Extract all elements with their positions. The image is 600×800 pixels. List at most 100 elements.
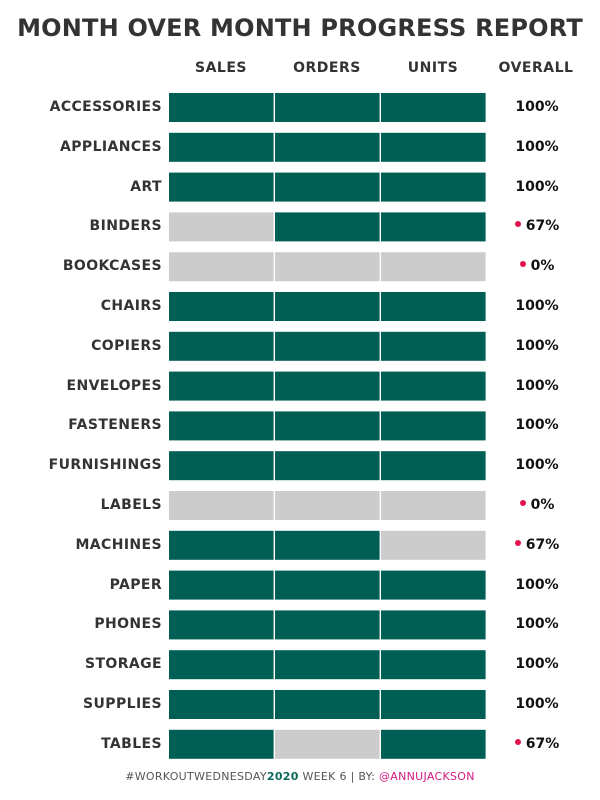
cell-labels-sales[interactable] bbox=[169, 491, 274, 520]
row-label-machines: MACHINES bbox=[75, 536, 162, 553]
cell-bookcases-units[interactable] bbox=[381, 252, 486, 282]
cell-copiers-orders[interactable] bbox=[275, 331, 380, 361]
overall-envelopes: 100% bbox=[500, 378, 574, 394]
cell-copiers-sales[interactable] bbox=[169, 331, 274, 361]
overall-bookcases: 0% bbox=[500, 258, 574, 274]
cell-fasteners-orders[interactable] bbox=[275, 411, 380, 441]
cell-supplies-units[interactable] bbox=[381, 690, 486, 719]
cell-furnishings-sales[interactable] bbox=[169, 451, 274, 481]
overall-appliances: 100% bbox=[500, 139, 574, 155]
row-label-bookcases: BOOKCASES bbox=[62, 258, 162, 275]
row-label-phones: PHONES bbox=[94, 616, 162, 633]
cell-accessories-units[interactable] bbox=[381, 93, 486, 122]
overall-machines: 67% bbox=[500, 537, 574, 553]
row-label-labels: LABELS bbox=[100, 497, 162, 513]
overall-paper: 100% bbox=[500, 577, 574, 593]
overall-accessories: 100% bbox=[500, 99, 574, 115]
cell-phones-sales[interactable] bbox=[169, 610, 274, 640]
cell-art-units[interactable] bbox=[381, 172, 486, 202]
row-label-art: ART bbox=[130, 178, 162, 195]
cell-bookcases-sales[interactable] bbox=[169, 252, 274, 282]
row-label-paper: PAPER bbox=[109, 576, 162, 593]
cell-paper-units[interactable] bbox=[381, 570, 486, 600]
overall-value: 100% bbox=[515, 616, 559, 633]
cell-paper-sales[interactable] bbox=[169, 570, 274, 600]
column-header-overall: OVERALL bbox=[498, 60, 574, 76]
cell-accessories-sales[interactable] bbox=[169, 93, 274, 122]
overall-storage: 100% bbox=[500, 656, 574, 672]
cell-binders-units[interactable] bbox=[381, 212, 486, 242]
overall-value: 0% bbox=[530, 497, 555, 513]
alert-dot-icon bbox=[514, 539, 521, 546]
overall-value: 100% bbox=[515, 576, 559, 593]
overall-fasteners: 100% bbox=[500, 417, 574, 433]
cell-storage-units[interactable] bbox=[381, 650, 486, 680]
alert-dot-icon bbox=[514, 738, 521, 745]
overall-supplies: 100% bbox=[500, 696, 574, 712]
cell-bookcases-orders[interactable] bbox=[275, 252, 380, 282]
overall-value: 100% bbox=[515, 99, 559, 115]
overall-art: 100% bbox=[500, 179, 574, 195]
cell-machines-orders[interactable] bbox=[275, 530, 380, 560]
overall-value: 67% bbox=[525, 218, 560, 235]
cell-appliances-units[interactable] bbox=[381, 132, 486, 162]
cell-envelopes-sales[interactable] bbox=[169, 371, 274, 401]
row-label-appliances: APPLIANCES bbox=[60, 138, 162, 155]
cell-machines-units[interactable] bbox=[381, 530, 486, 560]
cell-tables-orders[interactable] bbox=[275, 729, 380, 759]
cell-supplies-orders[interactable] bbox=[275, 690, 380, 719]
cell-binders-orders[interactable] bbox=[275, 212, 380, 242]
footer-week: WEEK 6 | BY: bbox=[298, 770, 379, 783]
cell-labels-orders[interactable] bbox=[275, 491, 380, 520]
footer-hashtag: #WORKOUTWEDNESDAY bbox=[125, 770, 267, 783]
cell-chairs-orders[interactable] bbox=[275, 292, 380, 321]
overall-value: 100% bbox=[515, 377, 559, 394]
overall-value: 100% bbox=[515, 457, 559, 474]
cell-envelopes-units[interactable] bbox=[381, 371, 486, 401]
overall-value: 100% bbox=[515, 298, 559, 314]
column-header-units: UNITS bbox=[407, 60, 459, 76]
cell-storage-sales[interactable] bbox=[169, 650, 274, 680]
cell-chairs-sales[interactable] bbox=[169, 292, 274, 321]
cell-art-orders[interactable] bbox=[275, 172, 380, 202]
cell-appliances-orders[interactable] bbox=[275, 132, 380, 162]
cell-chairs-units[interactable] bbox=[381, 292, 486, 321]
cell-furnishings-orders[interactable] bbox=[275, 451, 380, 481]
cell-supplies-sales[interactable] bbox=[169, 690, 274, 719]
cell-fasteners-units[interactable] bbox=[381, 411, 486, 441]
alert-dot-icon bbox=[514, 221, 521, 228]
cell-storage-orders[interactable] bbox=[275, 650, 380, 680]
cell-phones-units[interactable] bbox=[381, 610, 486, 640]
cell-art-sales[interactable] bbox=[169, 172, 274, 202]
overall-tables: 67% bbox=[500, 736, 574, 752]
cell-tables-sales[interactable] bbox=[169, 729, 274, 759]
cell-appliances-sales[interactable] bbox=[169, 132, 274, 162]
overall-copiers: 100% bbox=[500, 338, 574, 354]
footer-handle[interactable]: @ANNUJACKSON bbox=[379, 770, 475, 783]
row-label-furnishings: FURNISHINGS bbox=[48, 457, 162, 474]
cell-furnishings-units[interactable] bbox=[381, 451, 486, 481]
row-label-chairs: CHAIRS bbox=[100, 298, 162, 314]
overall-value: 100% bbox=[515, 138, 559, 155]
cell-fasteners-sales[interactable] bbox=[169, 411, 274, 441]
chart-title: MONTH OVER MONTH PROGRESS REPORT bbox=[17, 14, 583, 42]
cell-paper-orders[interactable] bbox=[275, 570, 380, 600]
row-label-fasteners: FASTENERS bbox=[68, 417, 162, 434]
overall-binders: 67% bbox=[500, 218, 574, 234]
cell-accessories-orders[interactable] bbox=[275, 93, 380, 122]
overall-value: 0% bbox=[530, 258, 555, 275]
cell-tables-units[interactable] bbox=[381, 729, 486, 759]
overall-value: 100% bbox=[515, 656, 559, 673]
cell-labels-units[interactable] bbox=[381, 491, 486, 520]
cell-binders-sales[interactable] bbox=[169, 212, 274, 242]
row-label-accessories: ACCESSORIES bbox=[49, 99, 162, 115]
footer-credit: #WORKOUTWEDNESDAY2020 WEEK 6 | BY: @ANNU… bbox=[0, 770, 600, 783]
cell-envelopes-orders[interactable] bbox=[275, 371, 380, 401]
overall-value: 67% bbox=[525, 735, 560, 752]
cell-machines-sales[interactable] bbox=[169, 530, 274, 560]
cell-copiers-units[interactable] bbox=[381, 331, 486, 361]
column-header-orders: ORDERS bbox=[293, 60, 361, 76]
cell-phones-orders[interactable] bbox=[275, 610, 380, 640]
overall-phones: 100% bbox=[500, 616, 574, 632]
overall-value: 100% bbox=[515, 337, 559, 354]
